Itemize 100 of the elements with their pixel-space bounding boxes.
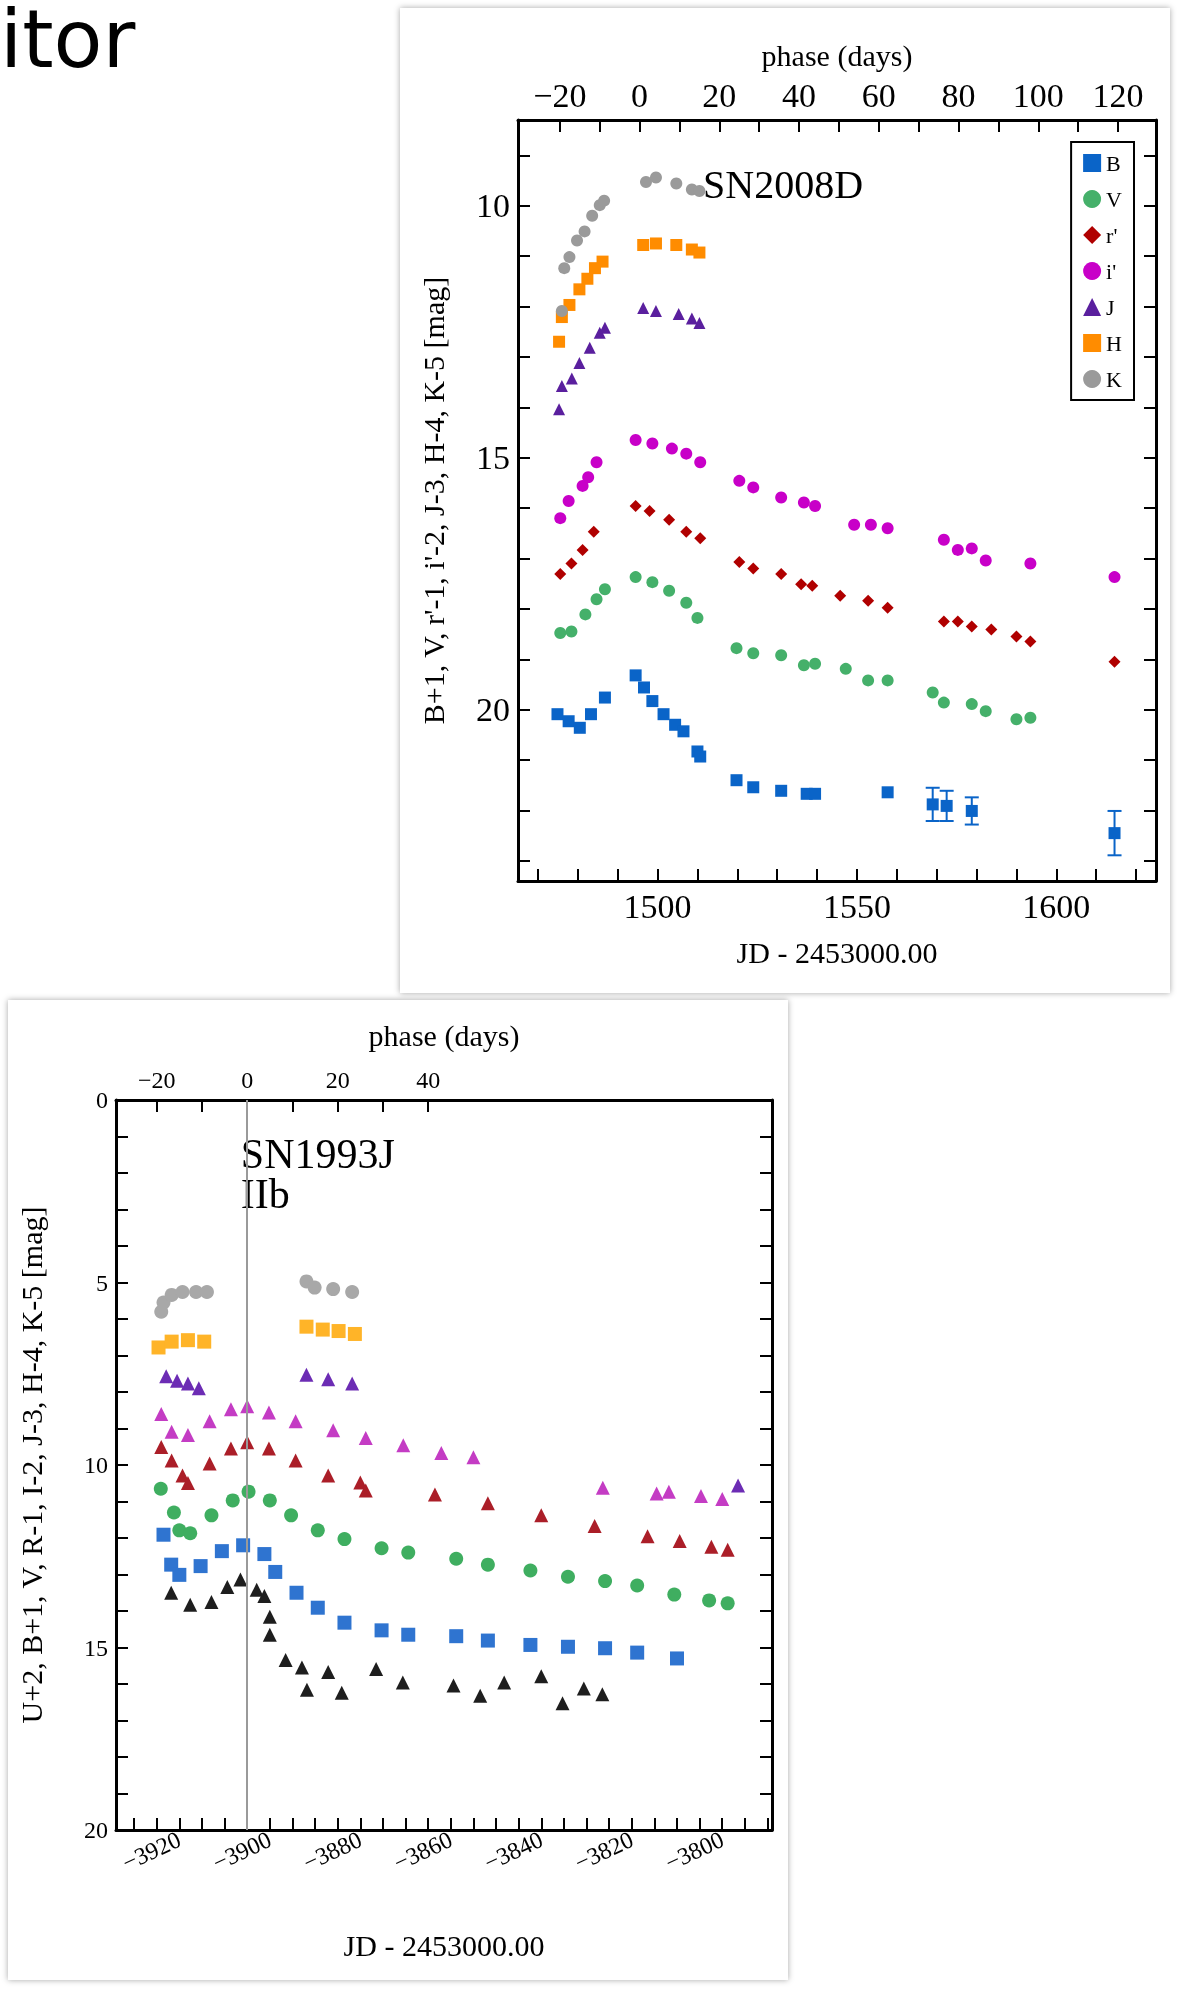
point xyxy=(693,317,706,330)
legend-label: J xyxy=(1106,294,1116,320)
point xyxy=(576,543,589,556)
point xyxy=(672,1533,687,1548)
point xyxy=(1024,557,1037,570)
x2-tick-label: 120 xyxy=(1092,76,1144,114)
point xyxy=(278,1652,293,1667)
point xyxy=(289,1585,304,1600)
point xyxy=(563,251,576,264)
point xyxy=(154,1440,169,1455)
point xyxy=(268,1564,283,1579)
point xyxy=(1108,655,1121,668)
point xyxy=(775,491,788,504)
point xyxy=(401,1545,416,1560)
point xyxy=(694,456,707,469)
point xyxy=(180,1333,195,1348)
point xyxy=(175,1284,190,1299)
x2-tick-label: −20 xyxy=(533,76,587,114)
point xyxy=(1024,711,1037,724)
point xyxy=(797,496,810,509)
point xyxy=(937,696,950,709)
point xyxy=(449,1629,464,1644)
point xyxy=(183,1597,198,1612)
x2-axis-title: phase (days) xyxy=(368,1018,520,1053)
point xyxy=(299,1682,314,1697)
point xyxy=(565,625,578,638)
point xyxy=(663,513,676,526)
point xyxy=(862,594,875,607)
point xyxy=(249,1582,264,1597)
point xyxy=(640,175,652,188)
point xyxy=(565,372,578,385)
x-tick-label: 1600 xyxy=(1022,887,1091,925)
y-tick-label: 20 xyxy=(476,691,510,729)
point xyxy=(809,657,822,670)
point xyxy=(979,554,992,567)
point xyxy=(154,1406,169,1421)
point xyxy=(795,578,808,591)
point xyxy=(848,518,861,531)
point xyxy=(985,623,998,636)
point xyxy=(334,1685,349,1700)
point xyxy=(685,312,698,325)
x-tick-label: 1550 xyxy=(822,887,891,925)
point xyxy=(940,799,953,812)
point xyxy=(672,308,685,321)
point xyxy=(220,1579,235,1594)
point xyxy=(257,1547,272,1562)
x2-tick-label: 0 xyxy=(241,1067,254,1093)
point xyxy=(862,674,875,687)
point xyxy=(1024,635,1037,648)
point xyxy=(629,571,642,584)
point xyxy=(180,1376,195,1391)
x-tick-label: 1500 xyxy=(623,887,692,925)
point xyxy=(172,1567,187,1582)
point xyxy=(576,479,589,492)
point xyxy=(937,533,950,546)
point xyxy=(677,725,690,738)
point xyxy=(560,1639,575,1654)
point xyxy=(598,691,611,704)
point xyxy=(694,750,707,763)
point xyxy=(345,1284,360,1299)
point xyxy=(834,589,847,602)
point xyxy=(307,1280,322,1295)
x-tick-label: −3900 xyxy=(208,1826,276,1876)
x2-tick-label: −20 xyxy=(137,1067,176,1093)
point xyxy=(720,1596,735,1611)
point xyxy=(562,715,575,728)
point xyxy=(881,786,894,799)
point xyxy=(747,481,760,494)
point xyxy=(694,532,707,545)
point xyxy=(164,1424,179,1439)
point xyxy=(573,283,586,296)
y-axis-title: U+2, B+1, V, R-1, I-2, J-3, H-4, K-5 [mag] xyxy=(14,1206,48,1724)
point xyxy=(649,171,662,184)
point xyxy=(573,721,586,734)
point xyxy=(310,1523,325,1538)
point xyxy=(449,1551,464,1566)
point xyxy=(480,1557,495,1572)
point xyxy=(480,1633,495,1648)
point xyxy=(395,1675,410,1690)
point xyxy=(299,1319,314,1334)
x2-tick-label: 40 xyxy=(782,76,817,114)
point xyxy=(731,1478,746,1493)
legend-label: i' xyxy=(1106,258,1117,284)
point xyxy=(223,1402,238,1417)
point xyxy=(223,1441,238,1456)
point xyxy=(649,305,662,318)
point xyxy=(1108,827,1121,840)
point xyxy=(166,1505,181,1520)
point xyxy=(667,1587,682,1602)
point xyxy=(555,1696,570,1711)
point xyxy=(555,305,568,317)
x2-axis-title: phase (days) xyxy=(761,38,913,73)
point xyxy=(151,1340,166,1355)
point xyxy=(321,1664,336,1679)
point xyxy=(473,1688,488,1703)
point xyxy=(649,237,662,250)
point xyxy=(164,1453,179,1468)
point xyxy=(337,1532,352,1547)
y-tick-label: 10 xyxy=(84,1452,108,1478)
point xyxy=(288,1414,303,1429)
